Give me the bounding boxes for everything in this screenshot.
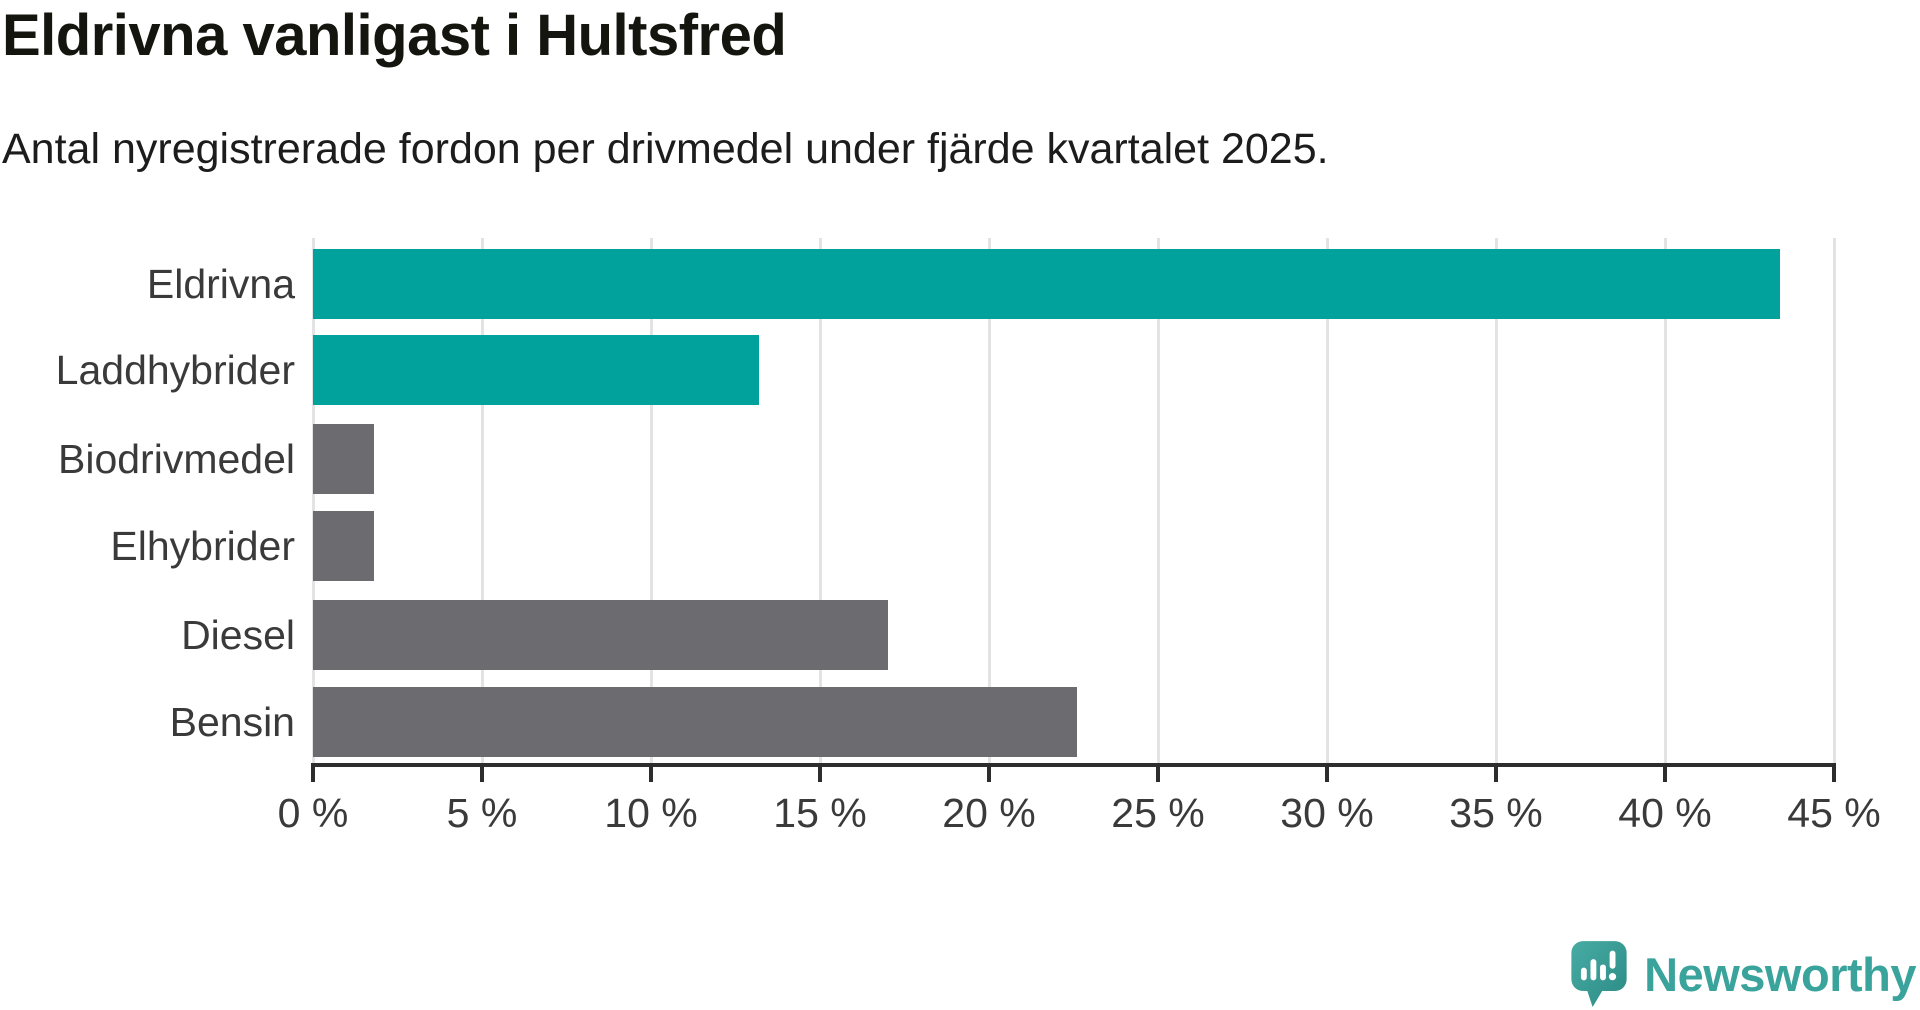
x-axis-line [311,763,1836,767]
bar-eldrivna [313,249,1780,319]
x-tick [1494,763,1498,782]
x-tick [1832,763,1836,782]
category-label-diesel: Diesel [181,612,295,658]
gridline [480,238,484,763]
gridline [1494,238,1498,763]
newsworthy-speech-bubble-chart-icon [1571,941,1627,1007]
x-tick-label: 35 % [1449,790,1543,836]
x-tick-label: 20 % [942,790,1036,836]
x-tick [1156,763,1160,782]
x-tick-label: 25 % [1111,790,1205,836]
x-tick-label: 5 % [446,790,518,836]
x-tick-label: 45 % [1787,790,1881,836]
x-tick [987,763,991,782]
page-title: Eldrivna vanligast i Hultsfred [2,3,787,68]
x-tick-label: 15 % [773,790,867,836]
category-label-eldrivna: Eldrivna [146,261,295,307]
gridline [311,238,315,763]
category-label-bensin: Bensin [169,699,295,745]
x-tick [1663,763,1667,782]
gridline [818,238,822,763]
x-tick-label: 30 % [1280,790,1374,836]
x-tick [818,763,822,782]
bar-elhybrider [313,511,374,581]
gridline [1325,238,1329,763]
bar-bensin [313,687,1077,757]
x-tick [649,763,653,782]
chart-subtitle: Antal nyregistrerade fordon per drivmede… [2,125,1329,173]
gridline [1156,238,1160,763]
newsworthy-logo: Newsworthy [1570,940,1916,1008]
bar-laddhybrider [313,335,760,405]
bar-biodrivmedel [313,424,374,494]
x-tick-label: 0 % [277,790,349,836]
x-tick-label: 10 % [604,790,698,836]
x-tick-label: 40 % [1618,790,1712,836]
bar-diesel [313,600,888,670]
logo-text: Newsworthy [1644,947,1916,1001]
gridline [987,238,991,763]
x-tick [311,763,315,782]
x-tick [1325,763,1329,782]
category-label-laddhybrider: Laddhybrider [55,347,295,393]
category-label-elhybrider: Elhybrider [110,523,295,569]
gridline [1832,238,1836,763]
x-tick [480,763,484,782]
gridline [1663,238,1667,763]
gridline [649,238,653,763]
category-label-biodrivmedel: Biodrivmedel [58,436,295,482]
